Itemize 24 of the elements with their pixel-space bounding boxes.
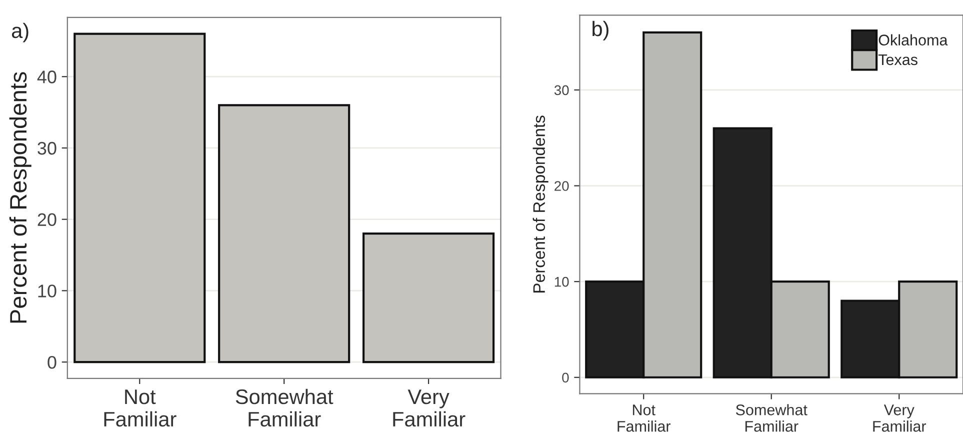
- x-tick-label: Not Familiar: [618, 404, 671, 432]
- y-tick-label: 20: [554, 181, 569, 191]
- y-tick-label: 40: [37, 70, 56, 84]
- x-tick-label: Not Familiar: [104, 390, 176, 427]
- y-tick-label: 30: [38, 142, 56, 155]
- y-tick-label: 20: [38, 213, 56, 226]
- chart-title: a): [12, 22, 28, 42]
- x-tick-label: Very Familiar: [873, 404, 926, 432]
- y-axis-title: Percent of Respondents: [9, 72, 32, 323]
- bar: [362, 232, 495, 364]
- x-tick-label: Somewhat Familiar: [736, 404, 808, 432]
- y-tick-label: 10: [554, 276, 569, 287]
- bar: [218, 104, 350, 364]
- y-tick-label: 0: [562, 372, 569, 383]
- bar: [74, 32, 206, 364]
- x-tick-label: Somewhat Familiar: [236, 388, 334, 427]
- y-tick-label: 10: [38, 284, 56, 298]
- y-tick-label: 30: [554, 85, 569, 96]
- chart-title: b): [592, 20, 608, 40]
- y-axis-title: Percent of Respondents: [532, 116, 548, 292]
- legend-label: Oklahoma: [878, 34, 948, 46]
- x-tick-label: Very Familiar: [393, 390, 466, 427]
- y-tick-label: 0: [48, 356, 56, 369]
- legend-label: Texas: [878, 54, 918, 66]
